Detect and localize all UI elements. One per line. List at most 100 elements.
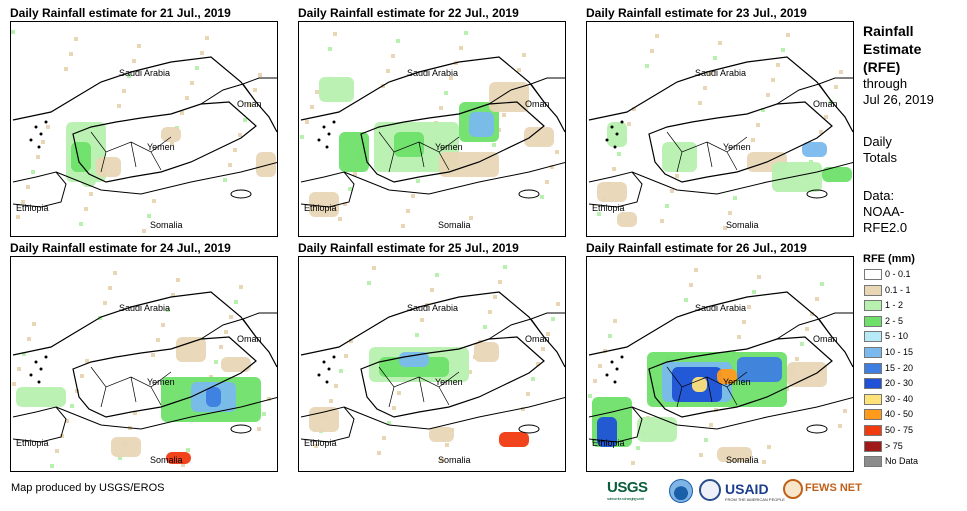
legend-swatch: [864, 346, 882, 358]
governorate-lines: [378, 131, 460, 173]
rain-pixel: [372, 266, 376, 270]
rain-pixel: [541, 347, 545, 351]
rain-pixel: [420, 318, 424, 322]
rain-pixel: [55, 449, 59, 453]
legend-item: 1 - 2: [863, 299, 963, 315]
legend-label: 30 - 40: [885, 393, 914, 404]
rain-patch: [339, 132, 369, 172]
rain-pixel: [838, 424, 842, 428]
label-ethiopia: Ethiopia: [16, 438, 49, 448]
rain-patch: [394, 132, 424, 157]
rain-pixel: [300, 135, 304, 139]
yemen-border: [360, 336, 545, 418]
rain-pixel: [556, 302, 560, 306]
legend-swatch: [864, 456, 882, 468]
rain-pixel: [31, 170, 35, 174]
rain-patch: [717, 447, 752, 462]
rain-pixel: [22, 352, 26, 356]
rain-pixel: [430, 288, 434, 292]
legend-swatch: [864, 362, 882, 374]
rain-pixel: [310, 105, 314, 109]
rain-pixel: [650, 49, 654, 53]
rain-pixel: [699, 453, 703, 457]
rain-pixel: [824, 115, 828, 119]
governorate-lines: [90, 131, 172, 173]
legend-item: 50 - 75: [863, 424, 963, 440]
rain-pixel: [493, 295, 497, 299]
rain-pixel: [84, 207, 88, 211]
rain-pixel: [521, 407, 525, 411]
rain-pixel: [170, 141, 174, 145]
governorate-lines: [90, 366, 172, 408]
rain-pixel: [660, 219, 664, 223]
noaa-logo-icon: [669, 479, 693, 503]
horn-of-africa-coast: [55, 397, 277, 430]
socotra-island: [518, 189, 540, 199]
rain-patch: [309, 407, 339, 432]
rain-pixel: [315, 90, 319, 94]
saudi-yemen-border: [200, 318, 257, 340]
rain-pixel: [396, 39, 400, 43]
rain-pixel: [239, 285, 243, 289]
map-credit: Map produced by USGS/EROS: [11, 482, 165, 494]
legend-label: 50 - 75: [885, 424, 914, 435]
rfe-legend: RFE (mm) 0 - 0.1 0.1 - 1 1 - 2 2 - 5 5 - 10 1…: [863, 252, 963, 471]
rfe-title-line2: Estimate: [863, 41, 922, 57]
rain-pixel: [382, 436, 386, 440]
rainfall-map: Saudi Arabia Oman Yemen Ethiopia Somalia: [586, 21, 854, 237]
map-svg: [11, 30, 277, 233]
oman-border: [818, 312, 853, 320]
rain-patch: [469, 112, 494, 137]
legend-swatch: [864, 300, 882, 312]
label-yemen: Yemen: [435, 377, 463, 387]
rain-pixel: [468, 370, 472, 374]
oman-border: [530, 312, 565, 320]
socotra-island: [230, 424, 252, 434]
legend-item: 20 - 30: [863, 377, 963, 393]
panel-title: Daily Rainfall estimate for 21 Jul., 201…: [10, 6, 231, 20]
label-yemen: Yemen: [147, 377, 175, 387]
rain-patch: [439, 152, 499, 177]
rain-pixel: [597, 212, 601, 216]
rain-pixel: [243, 118, 247, 122]
horn-of-africa-coast: [343, 162, 565, 195]
label-saudi-arabia: Saudi Arabia: [695, 68, 747, 78]
rain-patch: [96, 157, 121, 177]
rain-pixel: [545, 180, 549, 184]
red-sea-islands: [317, 120, 336, 149]
rain-pixel: [195, 66, 199, 70]
rain-pixel: [492, 143, 496, 147]
rain-pixel: [344, 354, 348, 358]
rain-pixel: [612, 167, 616, 171]
horn-of-africa-coast: [631, 397, 853, 430]
label-somalia: Somalia: [726, 455, 759, 465]
rain-pixel: [166, 308, 170, 312]
rain-pixel: [343, 202, 347, 206]
rain-pixel: [747, 305, 751, 309]
rain-pixel: [723, 226, 727, 230]
rain-pixel: [829, 100, 833, 104]
coastline: [12, 56, 277, 133]
rain-pixel: [820, 282, 824, 286]
rainfall-map-panel: Daily Rainfall estimate for 24 Jul., 201…: [10, 241, 278, 474]
usgs-tagline: science for a changing world: [607, 496, 644, 501]
rain-pixel: [632, 107, 636, 111]
rain-pixel: [257, 427, 261, 431]
rain-pixel: [11, 30, 15, 34]
rain-pixel: [469, 216, 473, 220]
rain-pixel: [391, 54, 395, 58]
rain-pixel: [588, 394, 592, 398]
rain-patch: [662, 142, 697, 172]
rain-pixel: [411, 194, 415, 198]
legend-item: 30 - 40: [863, 393, 963, 409]
rain-pixel: [757, 275, 761, 279]
rain-pixel: [546, 332, 550, 336]
rain-patch: [166, 452, 191, 464]
data-source-line1: NOAA-: [863, 204, 905, 219]
rain-pixel: [665, 204, 669, 208]
rainfall-map: Saudi Arabia Oman Yemen Ethiopia Somalia: [10, 21, 278, 237]
rain-pixel: [608, 334, 612, 338]
rainfall-map-panel: Daily Rainfall estimate for 26 Jul., 201…: [586, 241, 854, 474]
rain-patch: [429, 427, 454, 442]
through-label: through: [863, 76, 908, 91]
